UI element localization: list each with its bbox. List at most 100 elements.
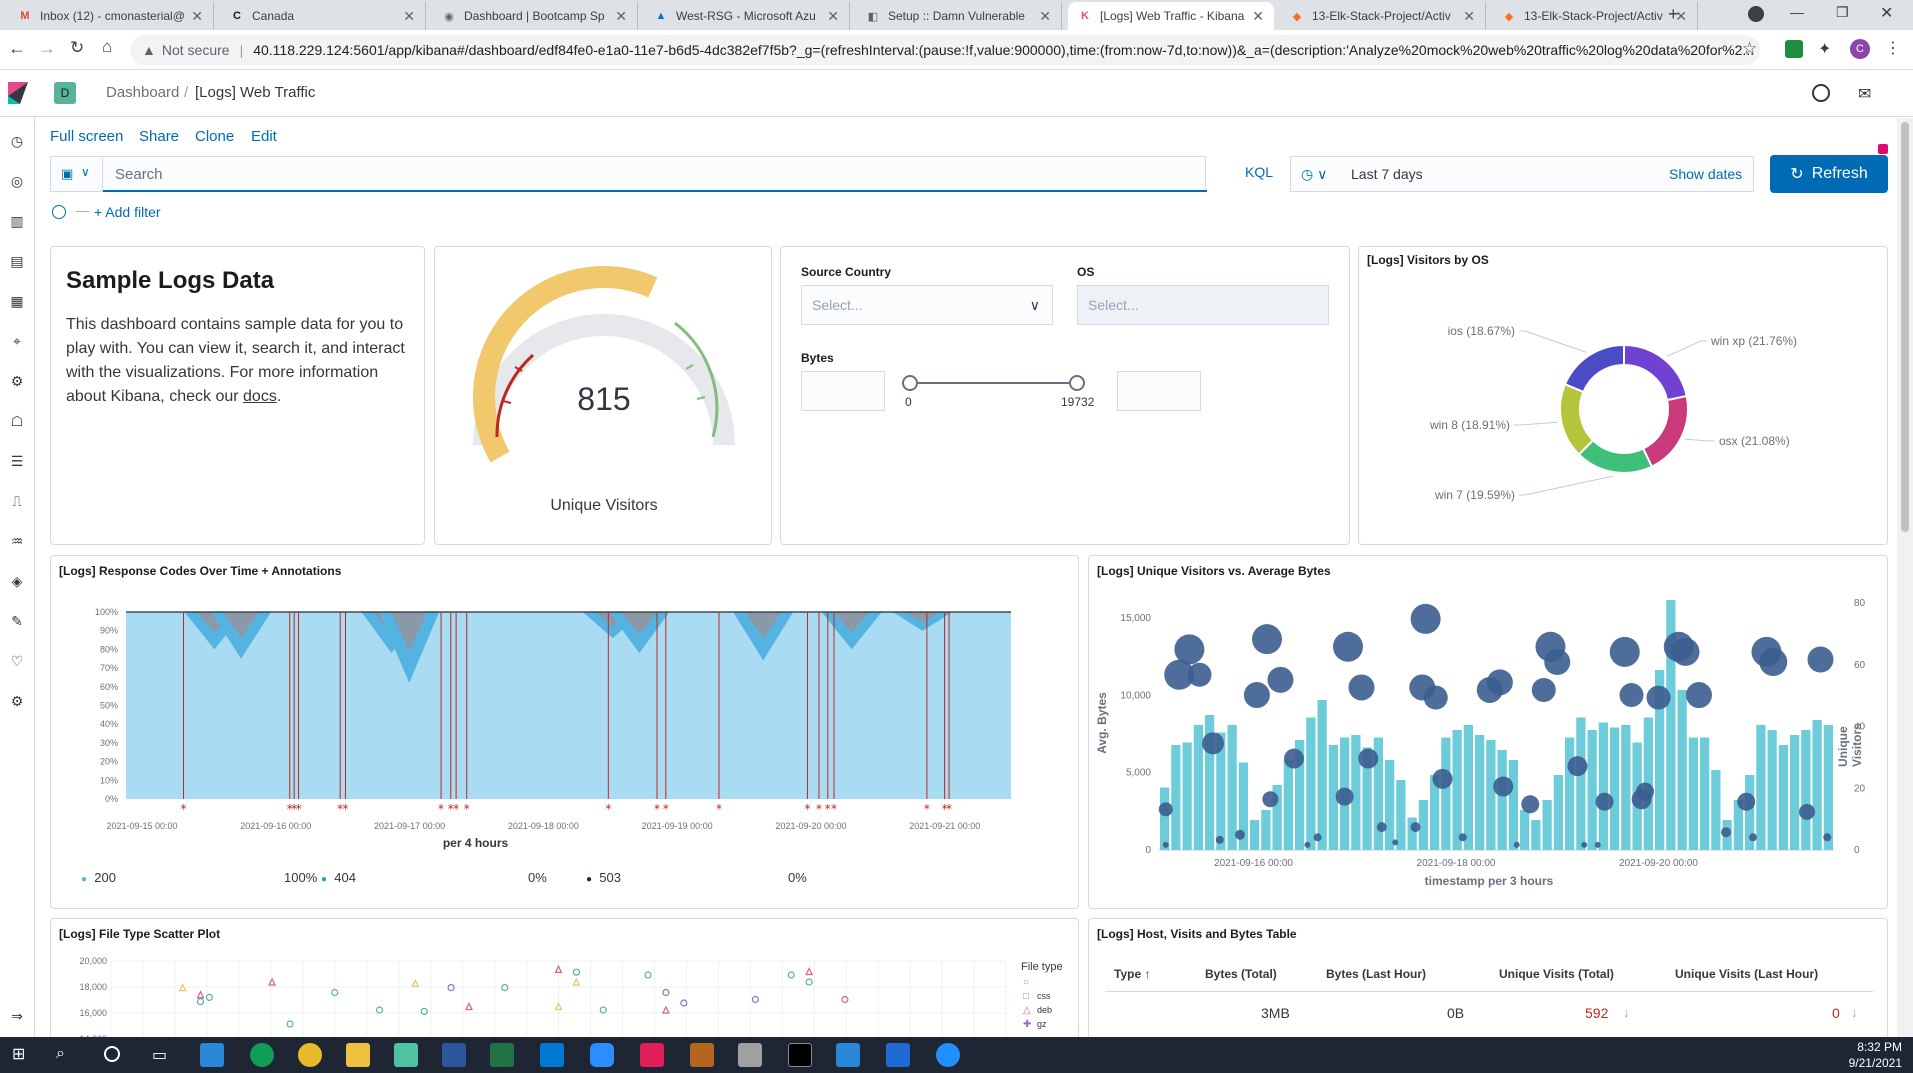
apm-icon[interactable]: ⎍ <box>12 493 22 509</box>
close-tab-icon[interactable]: ✕ <box>191 7 203 24</box>
legend-series-name[interactable]: 404 <box>334 870 356 885</box>
os-select[interactable]: Select... <box>1077 285 1329 325</box>
app-icon[interactable] <box>690 1043 714 1067</box>
close-window-icon[interactable]: ✕ <box>1880 5 1894 22</box>
space-badge[interactable]: D <box>54 82 76 104</box>
filter-icon[interactable] <box>52 205 66 219</box>
news-mail-icon[interactable]: ✉ <box>1858 86 1872 103</box>
breadcrumb-dashboard[interactable]: Dashboard <box>106 84 180 101</box>
excel-icon[interactable] <box>490 1043 514 1067</box>
canvas-icon[interactable]: ▦ <box>10 293 24 309</box>
home-icon[interactable]: ⌂ <box>102 37 113 56</box>
infrastructure-icon[interactable]: ☖ <box>10 413 24 429</box>
close-tab-icon[interactable]: ✕ <box>1463 7 1475 24</box>
extensions-puzzle-icon[interactable]: ✦ <box>1818 41 1832 58</box>
collapse-nav-icon[interactable]: ⇒ <box>11 1008 23 1024</box>
page-scrollbar[interactable] <box>1897 118 1913 1037</box>
new-tab-icon[interactable]: + <box>1668 4 1679 24</box>
kql-toggle[interactable]: KQL <box>1245 164 1274 180</box>
terminal-icon[interactable] <box>788 1043 812 1067</box>
monitoring-icon[interactable]: ♡ <box>10 653 24 669</box>
taskbar-app-icon[interactable] <box>200 1043 224 1067</box>
edit-link[interactable]: Edit <box>251 128 277 145</box>
maps-icon[interactable]: ⌖ <box>13 333 21 349</box>
minimize-icon[interactable]: — <box>1790 4 1804 20</box>
chrome-icon[interactable] <box>298 1043 322 1067</box>
dashboard-icon[interactable]: ▤ <box>10 253 24 269</box>
zoom-icon[interactable] <box>590 1043 614 1067</box>
kibana-logo-icon[interactable] <box>8 82 28 104</box>
calendar-icon[interactable]: ◷ ∨ <box>1301 166 1328 182</box>
refresh-button[interactable]: ↻ Refresh <box>1770 155 1888 193</box>
browser-tab[interactable]: C Canada ✕ <box>220 2 426 30</box>
clock-date[interactable]: 9/21/2021 <box>1848 1056 1902 1070</box>
th-bytes-last-hour[interactable]: Bytes (Last Hour) <box>1326 967 1427 981</box>
search-bar[interactable]: Search <box>102 156 1207 192</box>
edge-icon[interactable] <box>250 1043 274 1067</box>
th-unique-visits-total[interactable]: Unique Visits (Total) <box>1499 967 1614 981</box>
teamviewer-icon[interactable] <box>936 1043 960 1067</box>
outlook-icon[interactable] <box>540 1043 564 1067</box>
full-screen-link[interactable]: Full screen <box>50 128 124 145</box>
browser-tab[interactable]: ◆ 13-Elk-Stack-Project/Activ ✕ <box>1280 2 1486 30</box>
discover-icon[interactable]: ◎ <box>10 173 24 189</box>
browser-tab[interactable]: ◆ 13-Elk-Stack-Project/Activ ✕ <box>1492 2 1698 30</box>
bookmark-star-icon[interactable]: ☆ <box>1742 39 1758 58</box>
source-country-select[interactable]: Select... ∨ <box>801 285 1053 325</box>
logs-icon[interactable]: ☰ <box>10 453 24 469</box>
add-filter-link[interactable]: + Add filter <box>94 204 161 220</box>
scrollbar-thumb[interactable] <box>1901 122 1909 532</box>
browser-tab[interactable]: K [Logs] Web Traffic - Kibana ✕ <box>1068 2 1274 30</box>
bytes-max-handle[interactable] <box>1069 375 1085 391</box>
browser-tab[interactable]: M Inbox (12) - cmonasterial@ ✕ <box>8 2 214 30</box>
file-explorer-icon[interactable] <box>346 1043 370 1067</box>
tab-search-icon[interactable] <box>1748 6 1764 22</box>
help-icon[interactable] <box>1812 84 1830 102</box>
browser-tab[interactable]: ▲ West-RSG - Microsoft Azu ✕ <box>644 2 850 30</box>
time-picker[interactable]: ◷ ∨ Last 7 days Show dates <box>1290 156 1754 192</box>
clock-time[interactable]: 8:32 PM <box>1857 1040 1902 1054</box>
app3-icon[interactable] <box>886 1043 910 1067</box>
clone-link[interactable]: Clone <box>195 128 235 145</box>
virtualbox-icon[interactable] <box>738 1043 762 1067</box>
omnibox[interactable]: ▲ Not secure | 40.118.229.124:5601/app/k… <box>130 35 1760 65</box>
show-dates-link[interactable]: Show dates <box>1669 166 1743 182</box>
recent-icon[interactable]: ◷ <box>10 133 24 149</box>
close-tab-icon[interactable]: ✕ <box>1675 7 1687 24</box>
windows-start-icon[interactable]: ⊞ <box>12 1046 26 1063</box>
browser-tab[interactable]: ◧ Setup :: Damn Vulnerable ✕ <box>856 2 1062 30</box>
close-tab-icon[interactable]: ✕ <box>1039 7 1051 24</box>
th-unique-visits-last-hour[interactable]: Unique Visits (Last Hour) <box>1675 967 1819 981</box>
bytes-max-input[interactable] <box>1117 371 1201 411</box>
cortana-icon[interactable] <box>104 1046 120 1062</box>
search-input[interactable]: Search <box>115 166 163 183</box>
th-bytes-total[interactable]: Bytes (Total) <box>1205 967 1277 981</box>
profile-avatar[interactable]: C <box>1850 39 1870 59</box>
bytes-min-input[interactable] <box>801 371 885 411</box>
close-tab-icon[interactable]: ✕ <box>615 7 627 24</box>
slack-icon[interactable] <box>640 1043 664 1067</box>
ml-icon[interactable]: ⚙ <box>10 373 24 389</box>
dev-tools-icon[interactable]: ✎ <box>11 613 23 629</box>
forward-icon[interactable]: → <box>38 38 56 58</box>
close-tab-icon[interactable]: ✕ <box>403 7 415 24</box>
maximize-icon[interactable]: ❐ <box>1836 4 1849 20</box>
saved-query-button[interactable]: ▣ ∨ <box>50 156 102 192</box>
app2-icon[interactable] <box>836 1043 860 1067</box>
share-link[interactable]: Share <box>139 128 180 145</box>
management-icon[interactable]: ⚙ <box>10 693 24 709</box>
uptime-icon[interactable]: ♒ <box>10 533 24 549</box>
docs-link[interactable]: docs <box>243 388 277 405</box>
visualize-icon[interactable]: ▥ <box>10 213 24 229</box>
sticky-app-icon[interactable] <box>394 1043 418 1067</box>
bytes-min-handle[interactable] <box>902 375 918 391</box>
close-tab-icon[interactable]: ✕ <box>1252 7 1264 24</box>
menu-icon[interactable]: ⋮ <box>1885 40 1901 57</box>
back-icon[interactable]: ← <box>8 38 26 58</box>
browser-tab[interactable]: ◉ Dashboard | Bootcamp Sp ✕ <box>432 2 638 30</box>
word-icon[interactable] <box>442 1043 466 1067</box>
close-tab-icon[interactable]: ✕ <box>827 7 839 24</box>
th-type[interactable]: Type ↑ <box>1114 967 1151 981</box>
siem-icon[interactable]: ◈ <box>11 573 23 589</box>
search-icon[interactable]: ⌕ <box>56 1045 65 1062</box>
